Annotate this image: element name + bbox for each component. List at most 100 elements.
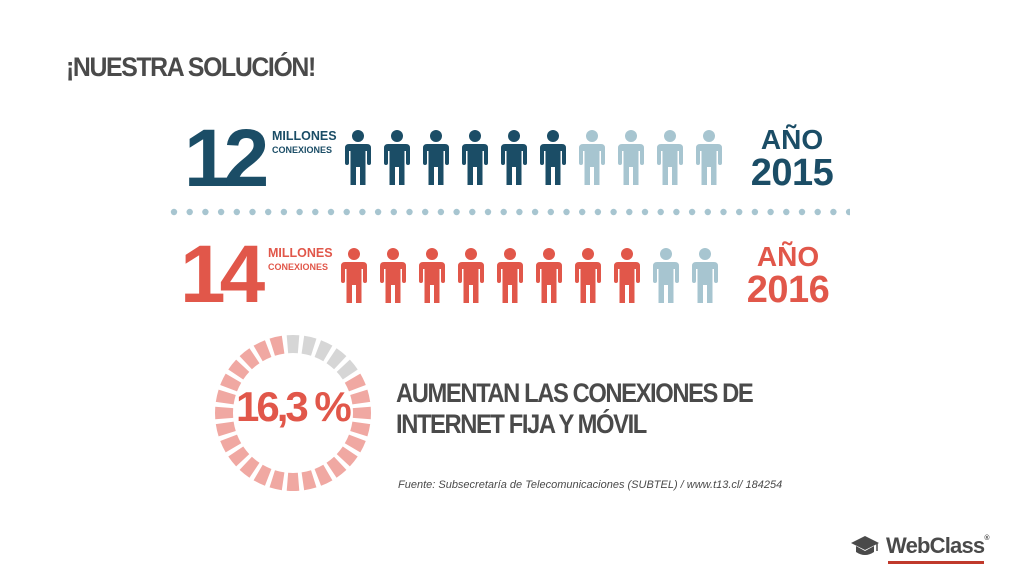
statement-line-2: INTERNET FIJA Y MÓVIL (396, 409, 647, 439)
person-icon (380, 248, 406, 303)
year-2015-block: AÑO 2015 (742, 124, 842, 194)
person-icon (540, 130, 566, 185)
gauge-segment (314, 340, 333, 362)
people-icons-2016 (341, 248, 718, 304)
divider-dot (296, 208, 303, 216)
divider-dot (798, 208, 806, 216)
divider-dot (783, 208, 790, 216)
divider-dot (359, 208, 366, 216)
year-value: 2015 (750, 152, 834, 194)
divider-dot (736, 208, 743, 216)
divider-dot (484, 208, 492, 216)
divider-dot (343, 208, 350, 216)
divider-dot (704, 208, 711, 216)
divider-dot (626, 208, 633, 216)
gauge-segment (350, 389, 371, 405)
divider-dot (422, 208, 429, 216)
divider-dot (830, 208, 837, 216)
year-label: AÑO (760, 124, 824, 155)
person-icon (653, 248, 679, 303)
unit-conexiones-label: CONEXIONES (272, 144, 333, 155)
divider-dot (202, 208, 209, 216)
divider-dot (312, 208, 319, 216)
divider-dot (610, 208, 617, 216)
gauge-segment (336, 446, 358, 467)
divider-dot (327, 208, 335, 216)
dotted-divider (170, 208, 850, 216)
person-icon (462, 130, 488, 185)
logo-text: WebClass® (886, 533, 990, 558)
gauge-segment (314, 464, 333, 486)
growth-statement: AUMENTAN LAS CONEXIONES DE INTERNET FIJA… (396, 378, 754, 440)
gauge-segment (336, 359, 358, 380)
divider-dot (186, 208, 193, 216)
divider-dot (516, 208, 523, 216)
divider-dot (845, 208, 850, 216)
gauge-segment (286, 472, 300, 491)
person-icon (384, 130, 410, 185)
person-icon (419, 248, 445, 303)
page-title: ¡NUESTRA SOLUCIÓN! (66, 52, 316, 82)
divider-dot (170, 208, 178, 216)
year-2016-block: AÑO 2016 (738, 241, 838, 310)
person-icon (497, 248, 523, 303)
divider-dot (767, 208, 774, 216)
gauge-segment (239, 456, 260, 478)
logo-underline (888, 561, 984, 564)
gauge-segment (220, 373, 242, 392)
gauge-segment (352, 406, 371, 420)
unit-millones-label: MILLONES (268, 246, 333, 260)
gauge-segment (326, 348, 347, 370)
divider-dot (751, 208, 759, 216)
statement-line-1: AUMENTAN LAS CONEXIONES DE (396, 378, 754, 408)
graduation-cap-icon (851, 536, 879, 555)
person-icon (614, 248, 640, 303)
gauge-segment (253, 464, 272, 486)
gauge-segment (286, 335, 300, 354)
divider-dot (249, 208, 256, 216)
gauge-segment (301, 470, 317, 491)
gauge-segment (215, 389, 236, 405)
unit-conexiones-label: CONEXIONES (268, 261, 329, 272)
year-label: AÑO (756, 241, 820, 272)
unit-millones-label: MILLONES (272, 129, 337, 143)
divider-dot (814, 208, 821, 216)
divider-dot (657, 208, 664, 216)
divider-dot (531, 208, 539, 216)
divider-dot (390, 208, 397, 216)
divider-dot (673, 208, 680, 216)
gauge-segment (344, 373, 366, 392)
person-icon (692, 248, 718, 303)
person-icon (458, 248, 484, 303)
source-note: Fuente: Subsecretaría de Telecomunicacio… (398, 479, 783, 491)
divider-dot (280, 208, 288, 216)
person-icon (657, 130, 683, 185)
person-icon (575, 248, 601, 303)
person-icon (501, 130, 527, 185)
gauge-segment (301, 335, 317, 356)
logo-registered-mark: ® (984, 535, 989, 542)
gauge-segment (215, 421, 236, 437)
gauge-segment (228, 446, 250, 467)
person-icon (618, 130, 644, 185)
person-icon (696, 130, 722, 185)
divider-dot (563, 208, 570, 216)
connections-2015-unit: MILLONES CONEXIONES (272, 130, 337, 155)
gauge-segment (215, 406, 234, 420)
person-icon (579, 130, 605, 185)
divider-dot (217, 208, 225, 216)
connections-2015-number: 12 (184, 113, 269, 204)
people-icons-2015 (345, 130, 722, 186)
gauge-segment (269, 470, 285, 491)
logo-wordmark: WebClass (886, 533, 985, 558)
gauge-segment (220, 434, 242, 453)
gauge-segment (228, 359, 250, 380)
divider-dot (500, 208, 507, 216)
divider-dot (469, 208, 476, 216)
gauge-segment (350, 421, 371, 437)
person-icon (345, 130, 371, 185)
divider-dot (406, 208, 413, 216)
growth-percent: 16,3 % (236, 383, 352, 430)
person-icon (536, 248, 562, 303)
divider-dot (594, 208, 602, 216)
